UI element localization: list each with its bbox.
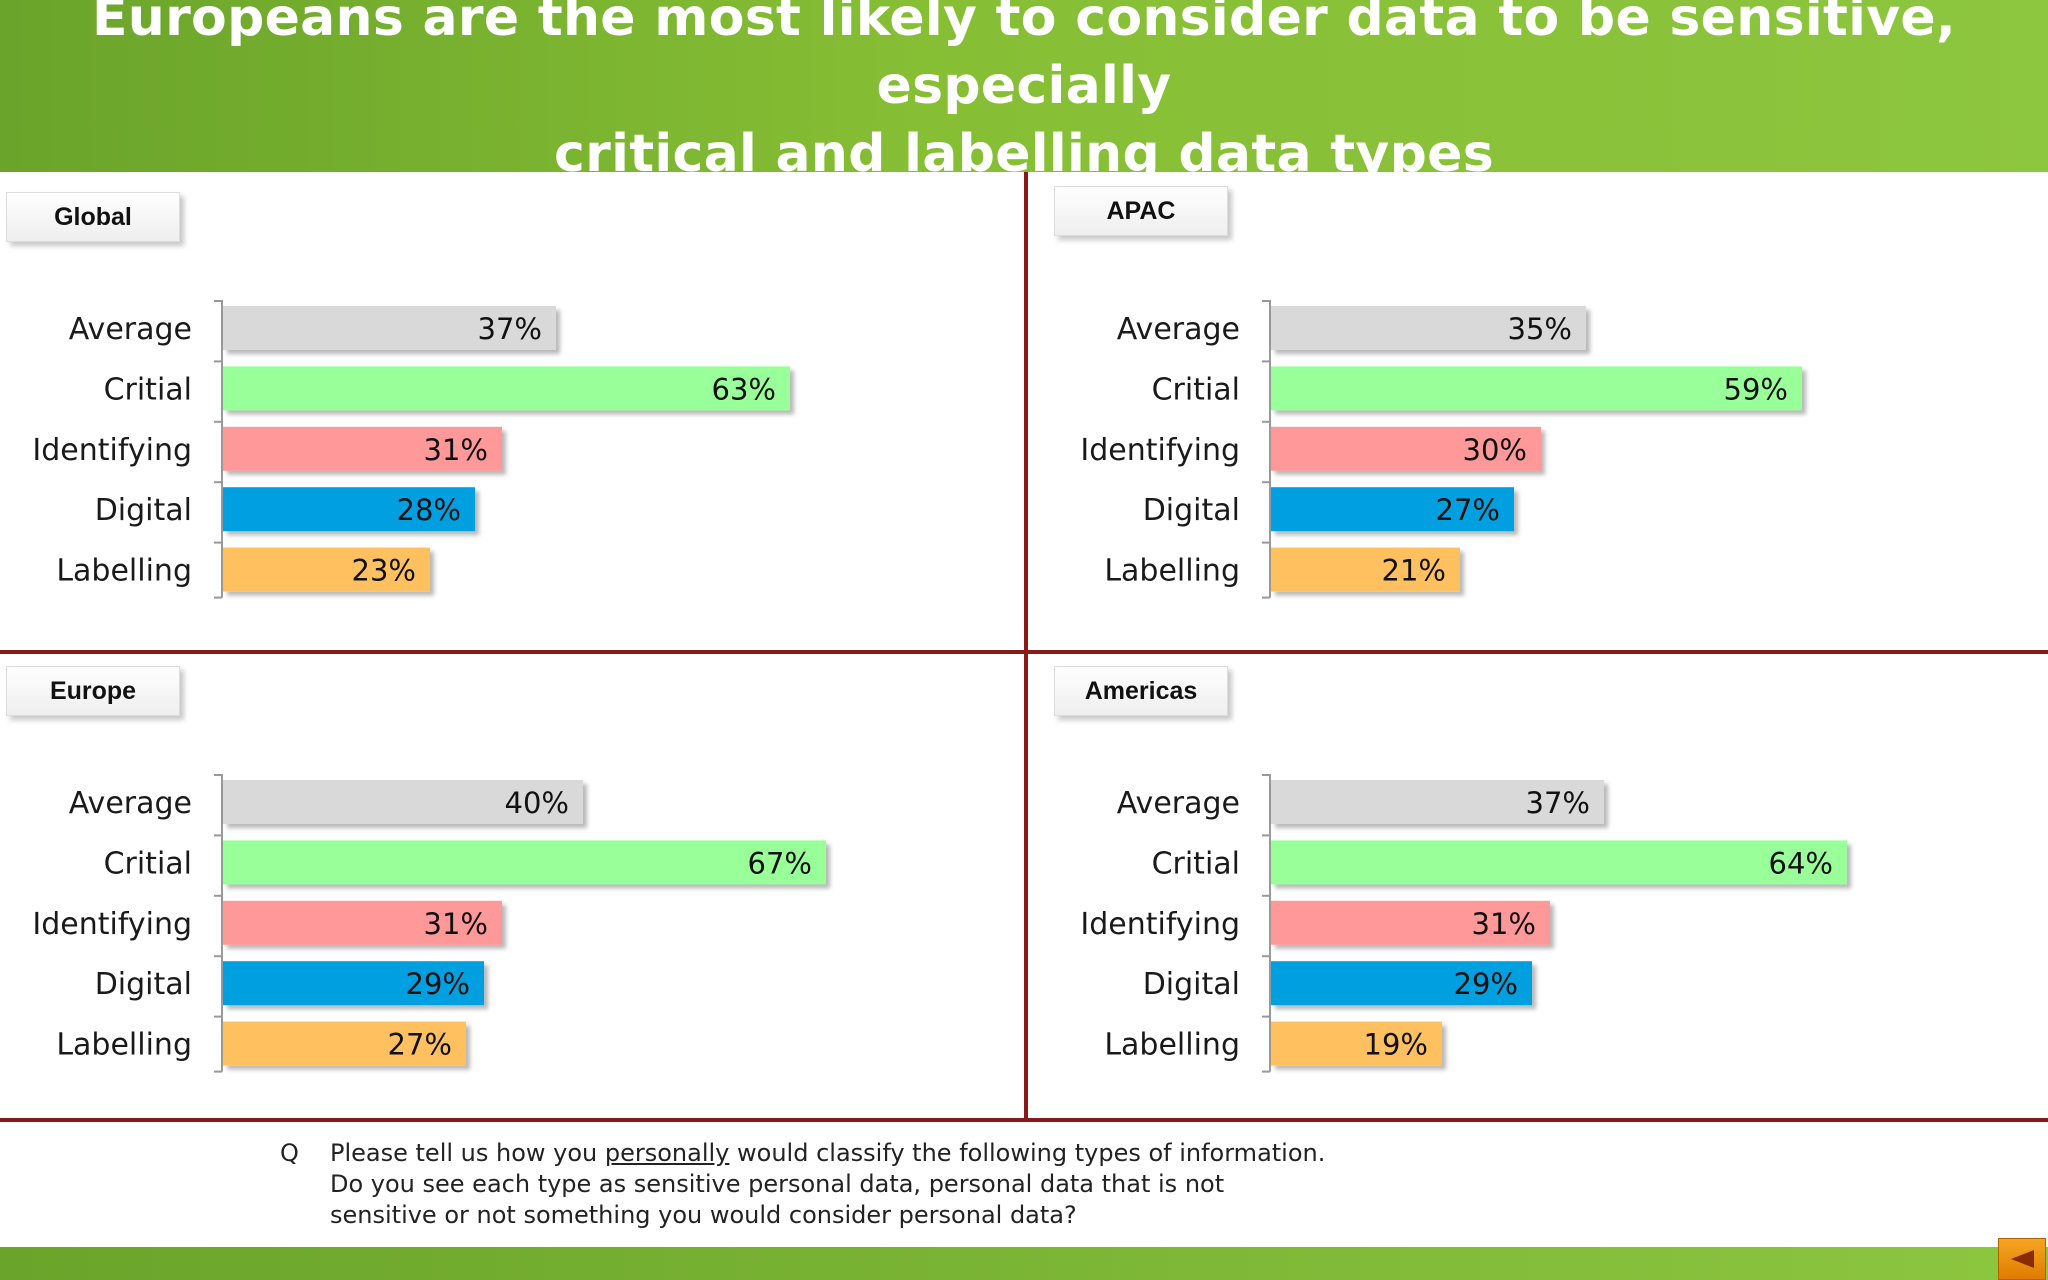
- bar-global-digital: [223, 487, 475, 532]
- category-label: Digital: [1143, 493, 1240, 528]
- data-label: 31%: [424, 433, 488, 467]
- page-title-line-2: critical and labelling data types: [554, 124, 1494, 184]
- bar-europe-average: [223, 780, 583, 824]
- data-label: 30%: [1463, 433, 1527, 467]
- bar-europe-digital: [223, 961, 484, 1006]
- data-label: 63%: [712, 372, 776, 406]
- page-title-line-1: Europeans are the most likely to conside…: [91, 0, 1957, 116]
- category-label: Identifying: [1080, 433, 1240, 468]
- data-label: 27%: [1436, 493, 1500, 527]
- category-label: Average: [1117, 786, 1240, 821]
- footer-bar: [0, 1247, 2048, 1280]
- bar-chart-americas: Average 37% Critial 64% Identifying 31% Digita…: [1080, 774, 1847, 1073]
- category-label: Labelling: [1104, 554, 1240, 589]
- bar-europe-labelling: [223, 1021, 466, 1066]
- data-label: 59%: [1724, 372, 1788, 406]
- data-label: 27%: [388, 1028, 452, 1062]
- category-label: Digital: [95, 493, 192, 528]
- data-label: 67%: [748, 846, 812, 880]
- bar-europe-identifying: [223, 900, 502, 945]
- question-text-underlined: personally: [604, 1139, 730, 1167]
- bar-apac-labelling: [1271, 547, 1460, 592]
- bar-apac-average: [1271, 306, 1586, 350]
- category-label: Average: [69, 312, 192, 347]
- data-label: 40%: [505, 786, 569, 820]
- chart-panel-americas: Americas Average 37% Critial 64% Identifying…: [1048, 646, 2048, 1108]
- category-label: Identifying: [32, 433, 192, 468]
- triangle-left-icon: [2011, 1250, 2034, 1268]
- category-label: Labelling: [56, 554, 192, 589]
- horizontal-divider-bottom: [0, 1118, 2048, 1122]
- horizontal-divider-middle: [0, 650, 2048, 654]
- vertical-divider: [1024, 172, 1028, 1120]
- data-label: 64%: [1769, 846, 1833, 880]
- category-label: Average: [1117, 312, 1240, 347]
- bar-chart-global: Average 37% Critial 63% Identifying 31% Digita…: [32, 300, 790, 599]
- panel-tab-europe: Europe: [6, 666, 180, 716]
- bar-apac-critial: [1271, 366, 1802, 411]
- panel-tab-americas: Americas: [1054, 666, 1228, 716]
- question-text-end: would classify the following types of in…: [330, 1139, 1326, 1229]
- bar-americas-digital: [1271, 961, 1532, 1006]
- category-label: Digital: [1143, 967, 1240, 1002]
- data-label: 37%: [478, 312, 542, 346]
- data-label: 28%: [397, 493, 461, 527]
- bar-global-critial: [223, 366, 790, 411]
- chart-panel-global: Global Average 37% Critial 63% Identifying 31…: [0, 172, 1010, 634]
- bar-global-identifying: [223, 426, 502, 471]
- category-label: Critial: [104, 372, 192, 407]
- category-label: Digital: [95, 967, 192, 1002]
- category-label: Average: [69, 786, 192, 821]
- bar-global-average: [223, 306, 556, 350]
- data-label: 31%: [1472, 907, 1536, 941]
- data-label: 23%: [352, 554, 416, 588]
- category-label: Critial: [104, 846, 192, 881]
- chart-panel-europe: Europe Average 40% Critial 67% Identifying 31…: [0, 646, 1010, 1108]
- category-label: Identifying: [1080, 907, 1240, 942]
- previous-slide-button[interactable]: [1998, 1238, 2046, 1280]
- data-label: 19%: [1364, 1028, 1428, 1062]
- question-text-start: Please tell us how you: [330, 1139, 605, 1167]
- category-label: Labelling: [56, 1028, 192, 1063]
- category-label: Identifying: [32, 907, 192, 942]
- title-banner: Europeans are the most likely to conside…: [0, 0, 2048, 184]
- bar-apac-digital: [1271, 487, 1514, 532]
- bar-apac-identifying: [1271, 426, 1541, 471]
- category-label: Critial: [1152, 372, 1240, 407]
- bar-chart-apac: Average 35% Critial 59% Identifying 30% Digita…: [1080, 300, 1802, 599]
- panel-tab-apac: APAC: [1054, 186, 1228, 236]
- bar-americas-labelling: [1271, 1021, 1442, 1066]
- data-label: 35%: [1508, 312, 1572, 346]
- data-label: 29%: [1454, 967, 1518, 1001]
- question-text: Please tell us how you personally would …: [330, 1138, 1330, 1231]
- bar-americas-critial: [1271, 840, 1847, 885]
- data-label: 37%: [1526, 786, 1590, 820]
- data-label: 29%: [406, 967, 470, 1001]
- bar-americas-identifying: [1271, 900, 1550, 945]
- chart-panel-apac: APAC Average 35% Critial 59% Identifying 30% D…: [1048, 172, 2048, 634]
- bar-chart-europe: Average 40% Critial 67% Identifying 31% Digita…: [32, 774, 826, 1073]
- page-title: Europeans are the most likely to conside…: [20, 0, 2028, 188]
- bar-global-labelling: [223, 547, 430, 592]
- category-label: Labelling: [1104, 1028, 1240, 1063]
- category-label: Critial: [1152, 846, 1240, 881]
- panel-tab-global: Global: [6, 192, 180, 242]
- question-marker: Q: [280, 1139, 299, 1167]
- bar-europe-critial: [223, 840, 826, 885]
- bar-americas-average: [1271, 780, 1604, 824]
- data-label: 21%: [1382, 554, 1446, 588]
- data-label: 31%: [424, 907, 488, 941]
